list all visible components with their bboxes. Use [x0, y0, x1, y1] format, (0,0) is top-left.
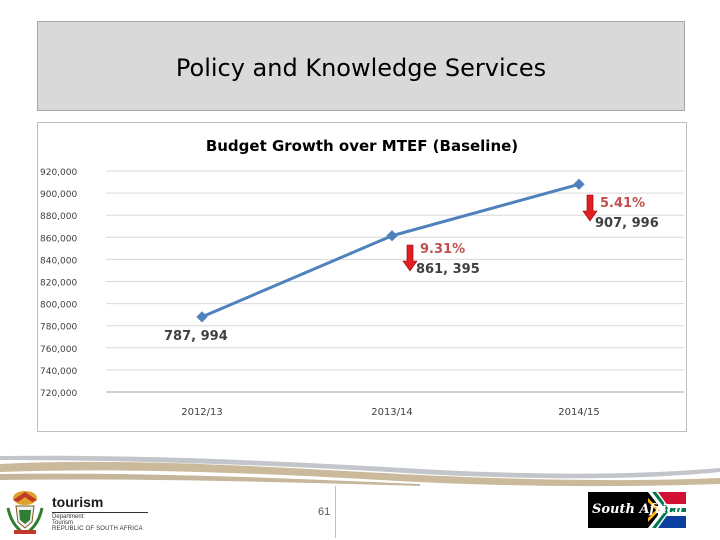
- y-tick-label: 720,000: [40, 389, 77, 399]
- department-text: Department:: [52, 514, 86, 520]
- title-box: Policy and Knowledge Services: [37, 21, 685, 111]
- y-tick-label: 780,000: [40, 323, 77, 333]
- data-point: [573, 178, 585, 190]
- series-line-path: [201, 182, 580, 319]
- south-africa-wordmark: South Africa: [592, 502, 684, 517]
- page-number: 61: [318, 506, 331, 518]
- ministry-text: Tourism: [52, 520, 74, 526]
- y-tick-label: 820,000: [40, 279, 77, 289]
- down-arrow-icon: [402, 244, 418, 272]
- data-labels: 787, 994 861, 395 907, 996 9.31% 5.41%: [164, 194, 659, 344]
- y-tick-label: 800,000: [40, 301, 77, 311]
- tourism-wordmark: tourism: [52, 494, 104, 510]
- x-tick-label: 2012/13: [181, 407, 223, 418]
- chart-title: Budget Growth over MTEF (Baseline): [206, 137, 518, 155]
- x-tick-label: 2014/15: [558, 407, 600, 418]
- data-point: [386, 230, 398, 242]
- data-label: 861, 395: [416, 262, 480, 277]
- slide-title: Policy and Knowledge Services: [175, 54, 547, 82]
- logo-divider: [52, 512, 148, 513]
- y-tick-label: 740,000: [40, 367, 77, 377]
- republic-text: REPUBLIC OF SOUTH AFRICA: [52, 526, 143, 532]
- data-label: 787, 994: [164, 329, 228, 344]
- south-africa-brand-logo: South Africa: [588, 490, 686, 530]
- growth-label: 9.31%: [420, 242, 465, 257]
- down-arrow-icon: [582, 194, 598, 222]
- footer-divider: [335, 486, 336, 538]
- y-tick-label: 900,000: [40, 190, 77, 200]
- y-tick-label: 840,000: [40, 256, 77, 266]
- y-tick-label: 880,000: [40, 212, 77, 222]
- gridlines: [106, 170, 684, 393]
- coat-of-arms-icon: [6, 491, 44, 534]
- south-africa-flag-icon: [588, 490, 686, 530]
- series-line: [196, 178, 585, 323]
- y-tick-label: 760,000: [40, 345, 77, 355]
- department-of-tourism-logo: tourism Department: Tourism REPUBLIC OF …: [4, 488, 149, 536]
- line-chart: Budget Growth over MTEF (Baseline) 920,0…: [40, 137, 684, 418]
- x-axis-tick-labels: 2012/13 2013/14 2014/15: [181, 407, 600, 418]
- growth-label: 5.41%: [600, 196, 645, 211]
- decorative-swoosh: [0, 455, 720, 487]
- y-tick-label: 920,000: [40, 168, 77, 178]
- y-axis-tick-labels: 920,000 900,000 880,000 860,000 840,000 820,0…: [40, 168, 77, 399]
- x-tick-label: 2013/14: [371, 407, 413, 418]
- chart-panel: Budget Growth over MTEF (Baseline) 920,0…: [37, 122, 687, 432]
- data-point: [196, 311, 208, 323]
- y-tick-label: 860,000: [40, 234, 77, 244]
- data-label: 907, 996: [595, 216, 659, 231]
